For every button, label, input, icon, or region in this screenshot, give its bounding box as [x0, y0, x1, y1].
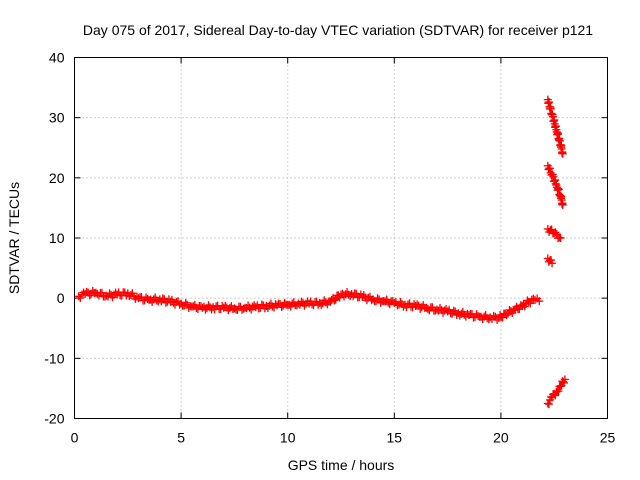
data-point	[558, 149, 567, 158]
data-point	[330, 296, 339, 305]
data-point	[158, 294, 167, 303]
data-point	[551, 228, 560, 237]
data-point	[320, 296, 329, 305]
data-point	[486, 313, 495, 322]
data-point	[554, 387, 563, 396]
x-tick-label: 15	[387, 430, 403, 446]
y-tick-label: -20	[44, 411, 64, 427]
data-point	[560, 375, 569, 384]
x-tick-label: 5	[177, 430, 185, 446]
data-point	[493, 315, 502, 324]
x-tick-label: 0	[71, 430, 79, 446]
y-tick-label: -10	[44, 350, 64, 366]
x-tick-label: 25	[600, 430, 616, 446]
grid	[74, 57, 608, 419]
data-marks	[74, 95, 569, 409]
chart-title: Day 075 of 2017, Sidereal Day-to-day VTE…	[83, 22, 593, 38]
data-point	[449, 306, 458, 315]
data-point	[489, 311, 498, 320]
data-point	[548, 259, 557, 268]
y-axis-label: SDTVAR / TECUs	[6, 182, 22, 294]
y-tick-label: 0	[57, 290, 65, 306]
x-tick-label: 10	[280, 430, 296, 446]
data-point	[300, 301, 309, 310]
data-point	[545, 164, 554, 173]
axis-ticks: 0 5 10 15 20 25 -20 -10 0 10 20 30 40	[44, 50, 615, 446]
data-point	[535, 297, 544, 306]
plot-frame	[74, 57, 608, 419]
data-point	[76, 293, 85, 302]
data-point	[277, 303, 286, 312]
data-point	[181, 298, 190, 307]
data-point	[413, 300, 422, 309]
data-point	[544, 400, 553, 409]
data-point	[560, 378, 569, 387]
x-axis-label: GPS time / hours	[288, 457, 395, 473]
data-point	[526, 299, 535, 308]
data-point	[558, 200, 567, 209]
y-tick-label: 20	[49, 170, 65, 186]
data-point	[373, 294, 382, 303]
data-point	[502, 311, 511, 320]
data-point	[445, 305, 454, 314]
y-tick-label: 30	[49, 110, 65, 126]
data-point	[551, 391, 560, 400]
y-tick-label: 10	[49, 230, 65, 246]
y-tick-label: 40	[49, 50, 65, 66]
data-point	[556, 234, 565, 242]
data-point	[85, 291, 94, 300]
x-tick-label: 20	[493, 430, 509, 446]
